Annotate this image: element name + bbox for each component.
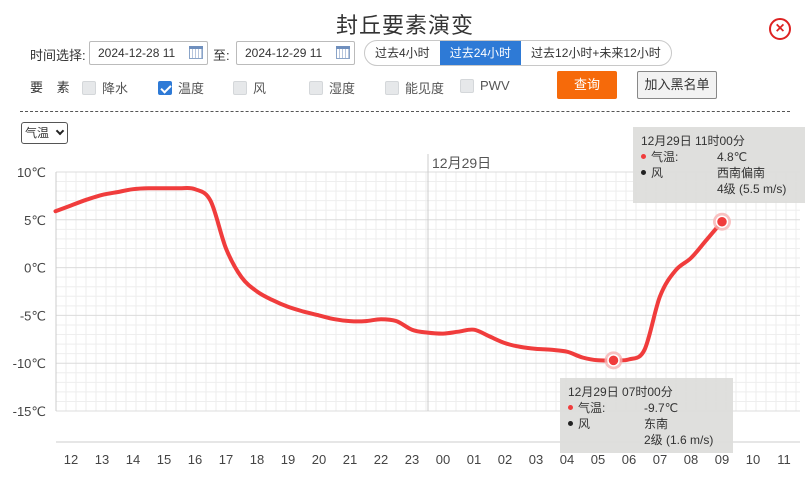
page-title: 封丘要素演变 [335,13,474,38]
time-select-label: 时间选择: [30,48,86,63]
start-date-value: 2024-12-28 11 [98,46,176,60]
x-tick-label: 08 [684,452,698,467]
time-range-segmented: 过去4小时 过去24小时 过去12小时+未来12小时 [364,40,672,66]
tooltip-temp-label: 气温: [578,401,606,415]
date-marker-label: 12月29日 [432,155,491,171]
add-blacklist-button[interactable]: 加入黑名单 [637,71,717,99]
checkbox-box[interactable] [233,80,247,95]
tooltip-wind-level: 4级 (5.5 m/s) [717,182,787,196]
x-tick-label: 16 [188,452,202,467]
calendar-icon[interactable] [189,46,203,59]
tooltip-wind-dir: 西南偏南 [717,166,766,180]
query-button[interactable]: 查询 [557,71,617,99]
checkbox-humidity[interactable]: 湿度 [309,78,355,97]
range-past-24h[interactable]: 过去24小时 [439,41,522,65]
y-tick-label: 10℃ [17,165,46,180]
checkbox-label: 降水 [102,81,129,96]
range-past-4h[interactable]: 过去4小时 [375,46,430,60]
y-tick-label: -15℃ [13,404,46,419]
x-tick-label: 01 [467,452,481,467]
checkbox-precipitation[interactable]: 降水 [82,78,128,97]
divider [20,111,790,112]
start-date-input[interactable]: 2024-12-28 11 [89,41,208,65]
x-tick-label: 06 [622,452,636,467]
x-tick-label: 17 [219,452,233,467]
tooltip-0700: 12月29日 07时00分 气温: -9.7℃ 风 东南 2级 (1.6 m/s) [560,378,733,453]
close-icon[interactable]: × [769,18,791,40]
tooltip-time: 12月29日 07时00分 [568,385,673,399]
x-tick-label: 00 [436,452,450,467]
y-axis: 10℃ 5℃ 0℃ -5℃ -10℃ -15℃ [13,165,46,419]
chart-grid: 12月29日 [55,154,800,412]
tooltip-time: 12月29日 11时00分 [641,134,745,148]
checkbox-label: PWV [480,78,510,93]
x-tick-label: 12 [64,452,78,467]
checkbox-label: 温度 [178,81,205,96]
tooltip-temp: 4.8℃ [717,150,748,164]
checkbox-label: 能见度 [405,81,445,96]
x-tick-label: 03 [529,452,543,467]
checkbox-visibility[interactable]: 能见度 [385,78,444,97]
x-tick-label: 19 [281,452,295,467]
tooltip-1100: 12月29日 11时00分 气温: 4.8℃ 风 西南偏南 4级 (5.5 m/s) [633,127,805,203]
x-tick-label: 02 [498,452,512,467]
x-tick-label: 10 [746,452,760,467]
x-tick-label: 05 [591,452,605,467]
y-tick-label: 5℃ [24,213,46,228]
tooltip-temp-label: 气温: [651,150,679,164]
x-tick-label: 11 [777,452,791,467]
checkbox-wind[interactable]: 风 [233,78,266,97]
series-dot-icon [641,154,646,160]
x-tick-label: 15 [157,452,171,467]
tooltip-wind-label: 风 [651,166,664,180]
x-tick-label: 04 [560,452,574,467]
variable-select[interactable]: 气温 [21,122,68,144]
x-tick-label: 13 [95,452,109,467]
checkbox-box[interactable] [309,80,323,95]
checkbox-label: 风 [253,81,267,96]
series-dot-icon [568,405,573,411]
range-past12-future12[interactable]: 过去12小时+未来12小时 [531,46,661,60]
tooltip-wind-dir: 东南 [644,417,669,431]
x-tick-label: 18 [250,452,264,467]
checkbox-box[interactable] [460,78,474,93]
checkbox-box[interactable] [385,80,399,95]
checkbox-box[interactable] [82,80,96,95]
x-tick-label: 22 [374,452,388,467]
checkbox-temperature[interactable]: 温度 [158,78,204,97]
x-tick-label: 20 [312,452,326,467]
checkbox-label: 湿度 [329,81,356,96]
x-tick-label: 14 [126,452,140,467]
end-date-value: 2024-12-29 11 [245,46,323,60]
tooltip-wind-label: 风 [578,417,591,431]
y-tick-label: 0℃ [24,261,46,276]
end-date-input[interactable]: 2024-12-29 11 [236,41,355,65]
checkbox-pwv[interactable]: PWV [460,78,510,93]
tooltip-temp: -9.7℃ [644,401,679,415]
x-axis: 12 13 14 15 16 17 18 19 20 21 22 23 00 01 02 03 04 05 06 07… [56,441,800,467]
x-tick-label: 09 [715,452,729,467]
checkbox-box-checked[interactable] [158,80,172,95]
to-label: 至: [213,48,230,63]
x-tick-label: 07 [653,452,667,467]
series-dot-icon [568,421,573,427]
calendar-icon[interactable] [336,46,350,59]
x-tick-label: 21 [343,452,357,467]
y-tick-label: -10℃ [13,356,46,371]
elements-label: 要 素 [30,80,75,95]
tooltip-wind-level: 2级 (1.6 m/s) [644,433,714,447]
chart-highlight-markers [604,212,731,370]
highlight-point [607,354,620,367]
y-tick-label: -5℃ [20,308,46,323]
variable-select-value: 气温 [25,126,50,140]
series-dot-icon [641,170,646,176]
highlight-point [715,215,729,228]
x-tick-label: 23 [405,452,419,467]
